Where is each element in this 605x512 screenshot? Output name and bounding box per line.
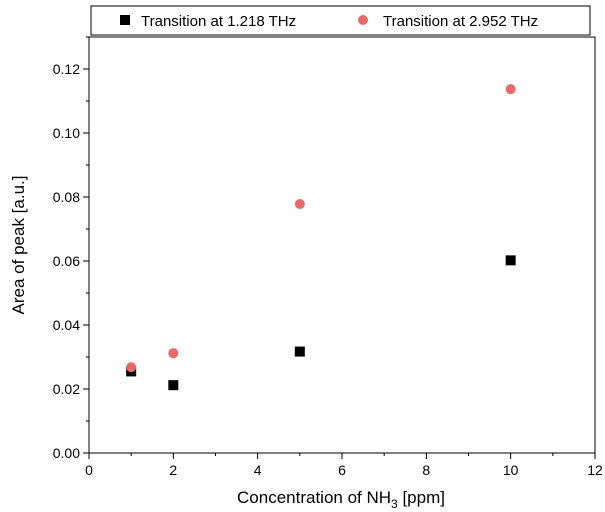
data-point-series-2: [168, 348, 179, 359]
x-axis-label-unit: [ppm]: [398, 488, 445, 507]
x-axis-label: Concentration of NH3 [ppm]: [237, 488, 445, 511]
x-tick-label: 10: [503, 462, 519, 478]
data-point-series-2: [294, 199, 305, 210]
y-tick-label: 0.06: [53, 253, 80, 269]
legend-label-1: Transition at 1.218 THz: [141, 13, 296, 30]
legend-marker-square-icon: [120, 15, 130, 25]
x-tick-label: 12: [587, 462, 603, 478]
legend: Transition at 1.218 THz Transition at 2.…: [90, 5, 591, 36]
x-tick-label: 6: [338, 462, 346, 478]
data-point-series-2: [505, 84, 516, 95]
legend-entry-2: Transition at 2.952 THz: [358, 13, 538, 30]
legend-frame: [90, 5, 591, 36]
x-axis: 0 2 4 6 8 10 12: [85, 453, 603, 478]
data-point-series-1: [168, 380, 179, 391]
legend-marker-circle-icon: [358, 15, 368, 25]
y-axis: 0.00 0.02 0.04 0.06 0.08 0.10 0.12: [53, 36, 89, 461]
legend-label-2: Transition at 2.952 THz: [383, 13, 538, 30]
x-tick-label: 2: [169, 462, 177, 478]
y-tick-label: 0.12: [53, 61, 80, 77]
plot-frame: [88, 36, 596, 454]
legend-entry-1: Transition at 1.218 THz: [120, 13, 296, 30]
x-axis-label-subscript: 3: [391, 497, 398, 511]
x-tick-label: 0: [85, 462, 93, 478]
y-tick-label: 0.00: [53, 445, 80, 461]
x-tick-label: 4: [254, 462, 262, 478]
data-point-series-2: [126, 362, 137, 373]
y-axis-label: Area of peak [a.u.]: [9, 176, 28, 315]
y-tick-label: 0.08: [53, 189, 80, 205]
y-tick-label: 0.04: [53, 317, 80, 333]
x-tick-label: 8: [422, 462, 430, 478]
data-points: [126, 84, 516, 391]
data-point-series-1: [294, 346, 305, 357]
y-tick-label: 0.02: [53, 381, 80, 397]
data-point-series-1: [505, 255, 516, 266]
y-tick-label: 0.10: [53, 125, 80, 141]
